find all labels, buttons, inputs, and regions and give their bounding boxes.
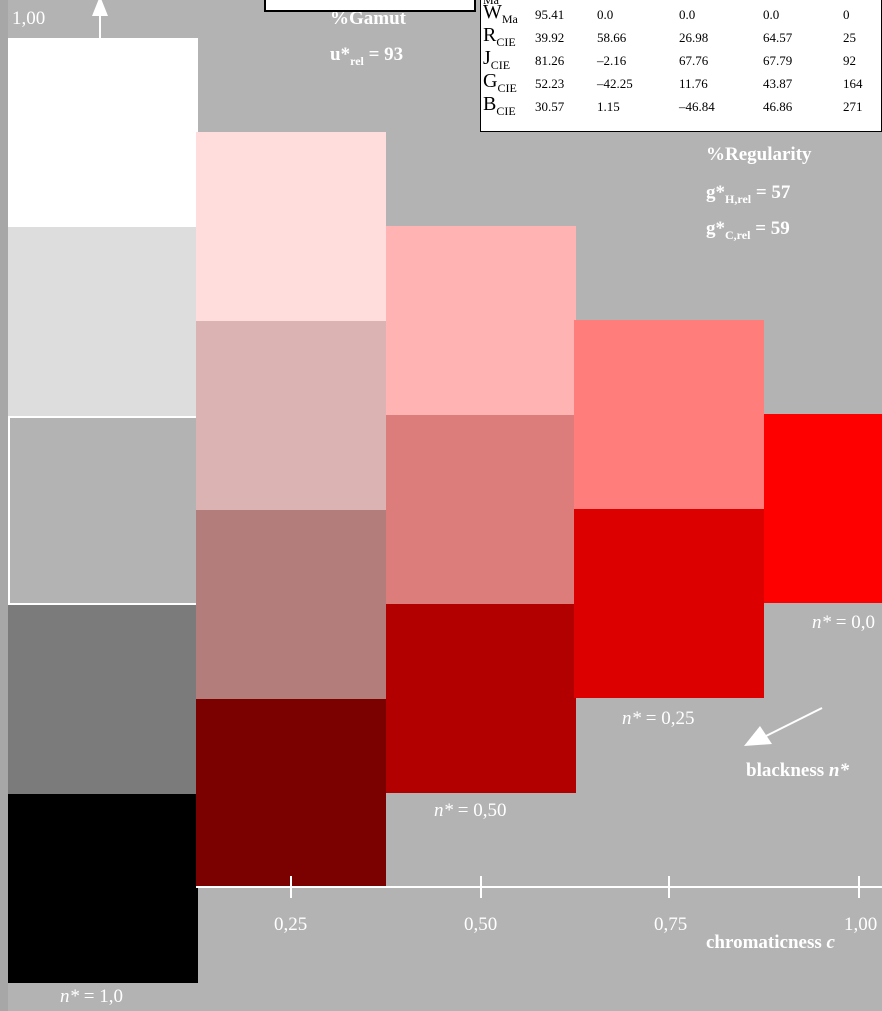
swatch-col2-1	[386, 415, 576, 604]
swatch-col2-2	[386, 604, 576, 793]
x-axis-label: chromaticness c	[706, 932, 835, 953]
swatch-col3-1	[574, 509, 764, 698]
table-cell: 43.87	[763, 76, 793, 91]
table-cell: 0.0	[679, 7, 696, 22]
swatch-col1-1	[196, 321, 386, 510]
table-cutoff-label: Ma	[483, 0, 499, 7]
swatch-col0-4	[8, 794, 198, 983]
table-row-label: JCIE	[483, 47, 511, 72]
x-tick-025	[290, 876, 292, 898]
x-axis-line	[196, 886, 882, 888]
swatch-col1-2	[196, 510, 386, 699]
table-row-label: GCIE	[483, 70, 517, 95]
table-cell: 95.41	[535, 7, 565, 22]
table-cell: 26.98	[679, 30, 709, 45]
y-top-label: 1,00	[12, 8, 46, 29]
x-tick-050	[480, 876, 482, 898]
x-tick-label-050: 0,50	[464, 914, 498, 935]
table-cell: 271	[843, 99, 863, 114]
table-cell: 0.0	[763, 7, 780, 22]
table-cell: 58.66	[597, 30, 627, 45]
swatch-col0-1	[8, 227, 198, 416]
table-cell: 46.86	[763, 99, 793, 114]
swatch-col0-2	[8, 416, 198, 605]
swatch-col0-3	[8, 605, 198, 794]
colorimetric-table: Ma WMa 95.41 0.0 0.0 0.0 0 RCIE 39.92 58.66 26.98…	[480, 0, 882, 132]
table-cell: 67.76	[679, 53, 709, 68]
x-tick-label-100: 1,00	[844, 914, 878, 935]
x-tick-100	[858, 876, 860, 898]
table-row: WMa 95.41 0.0 0.0 0.0 0	[481, 1, 881, 27]
gamut-value: u*rel = 93	[330, 44, 404, 68]
table-cell: 25	[843, 30, 856, 45]
table-cell: 0	[843, 7, 850, 22]
table-cell: 81.26	[535, 53, 565, 68]
table-cell: 67.79	[763, 53, 793, 68]
n-label-050: n* = 0,50	[434, 800, 507, 821]
swatch-col1-3	[196, 699, 386, 888]
table-row: GCIE 52.23 –42.25 11.76 43.87 164	[481, 70, 881, 96]
table-cell: 52.23	[535, 76, 565, 91]
table-row: BCIE 30.57 1.15 –46.84 46.86 271	[481, 93, 881, 119]
table-row: RCIE 39.92 58.66 26.98 64.57 25	[481, 24, 881, 50]
table-row-label: RCIE	[483, 24, 516, 49]
regularity-title: %Regularity	[706, 144, 812, 165]
table-cell: 30.57	[535, 99, 565, 114]
left-edge-strip	[0, 0, 8, 1011]
gamut-title: %Gamut	[330, 8, 406, 29]
top-header-box	[264, 0, 476, 12]
table-cell: 1.15	[597, 99, 620, 114]
n-label-025: n* = 0,25	[622, 708, 695, 729]
table-cell: 92	[843, 53, 856, 68]
swatch-col1-0	[196, 132, 386, 321]
table-cell: 164	[843, 76, 863, 91]
blackness-arrow-icon	[744, 707, 823, 746]
swatch-col0-0	[8, 38, 198, 227]
g-c-rel-value: g*C,rel = 59	[706, 218, 790, 242]
x-tick-075	[668, 876, 670, 898]
table-row: JCIE 81.26 –2.16 67.76 67.79 92	[481, 47, 881, 73]
n-label-000: n* = 0,0	[812, 612, 875, 633]
y-axis-arrow-icon	[92, 0, 108, 38]
table-cell: –42.25	[597, 76, 633, 91]
swatch-col2-0	[386, 226, 576, 415]
x-tick-label-075: 0,75	[654, 914, 688, 935]
table-row-label: BCIE	[483, 93, 516, 118]
g-h-rel-value: g*H,rel = 57	[706, 182, 791, 206]
blackness-label: blackness n*	[746, 760, 849, 781]
table-cell: 39.92	[535, 30, 565, 45]
table-cell: 64.57	[763, 30, 793, 45]
swatch-col4-0	[764, 414, 882, 603]
table-cell: –2.16	[597, 53, 627, 68]
x-tick-label-025: 0,25	[274, 914, 308, 935]
swatch-col3-0	[574, 320, 764, 509]
table-cell: 11.76	[679, 76, 708, 91]
table-cell: –46.84	[679, 99, 715, 114]
n-label-100: n* = 1,0	[60, 986, 123, 1007]
table-cell: 0.0	[597, 7, 614, 22]
table-row-label: WMa	[483, 1, 518, 26]
